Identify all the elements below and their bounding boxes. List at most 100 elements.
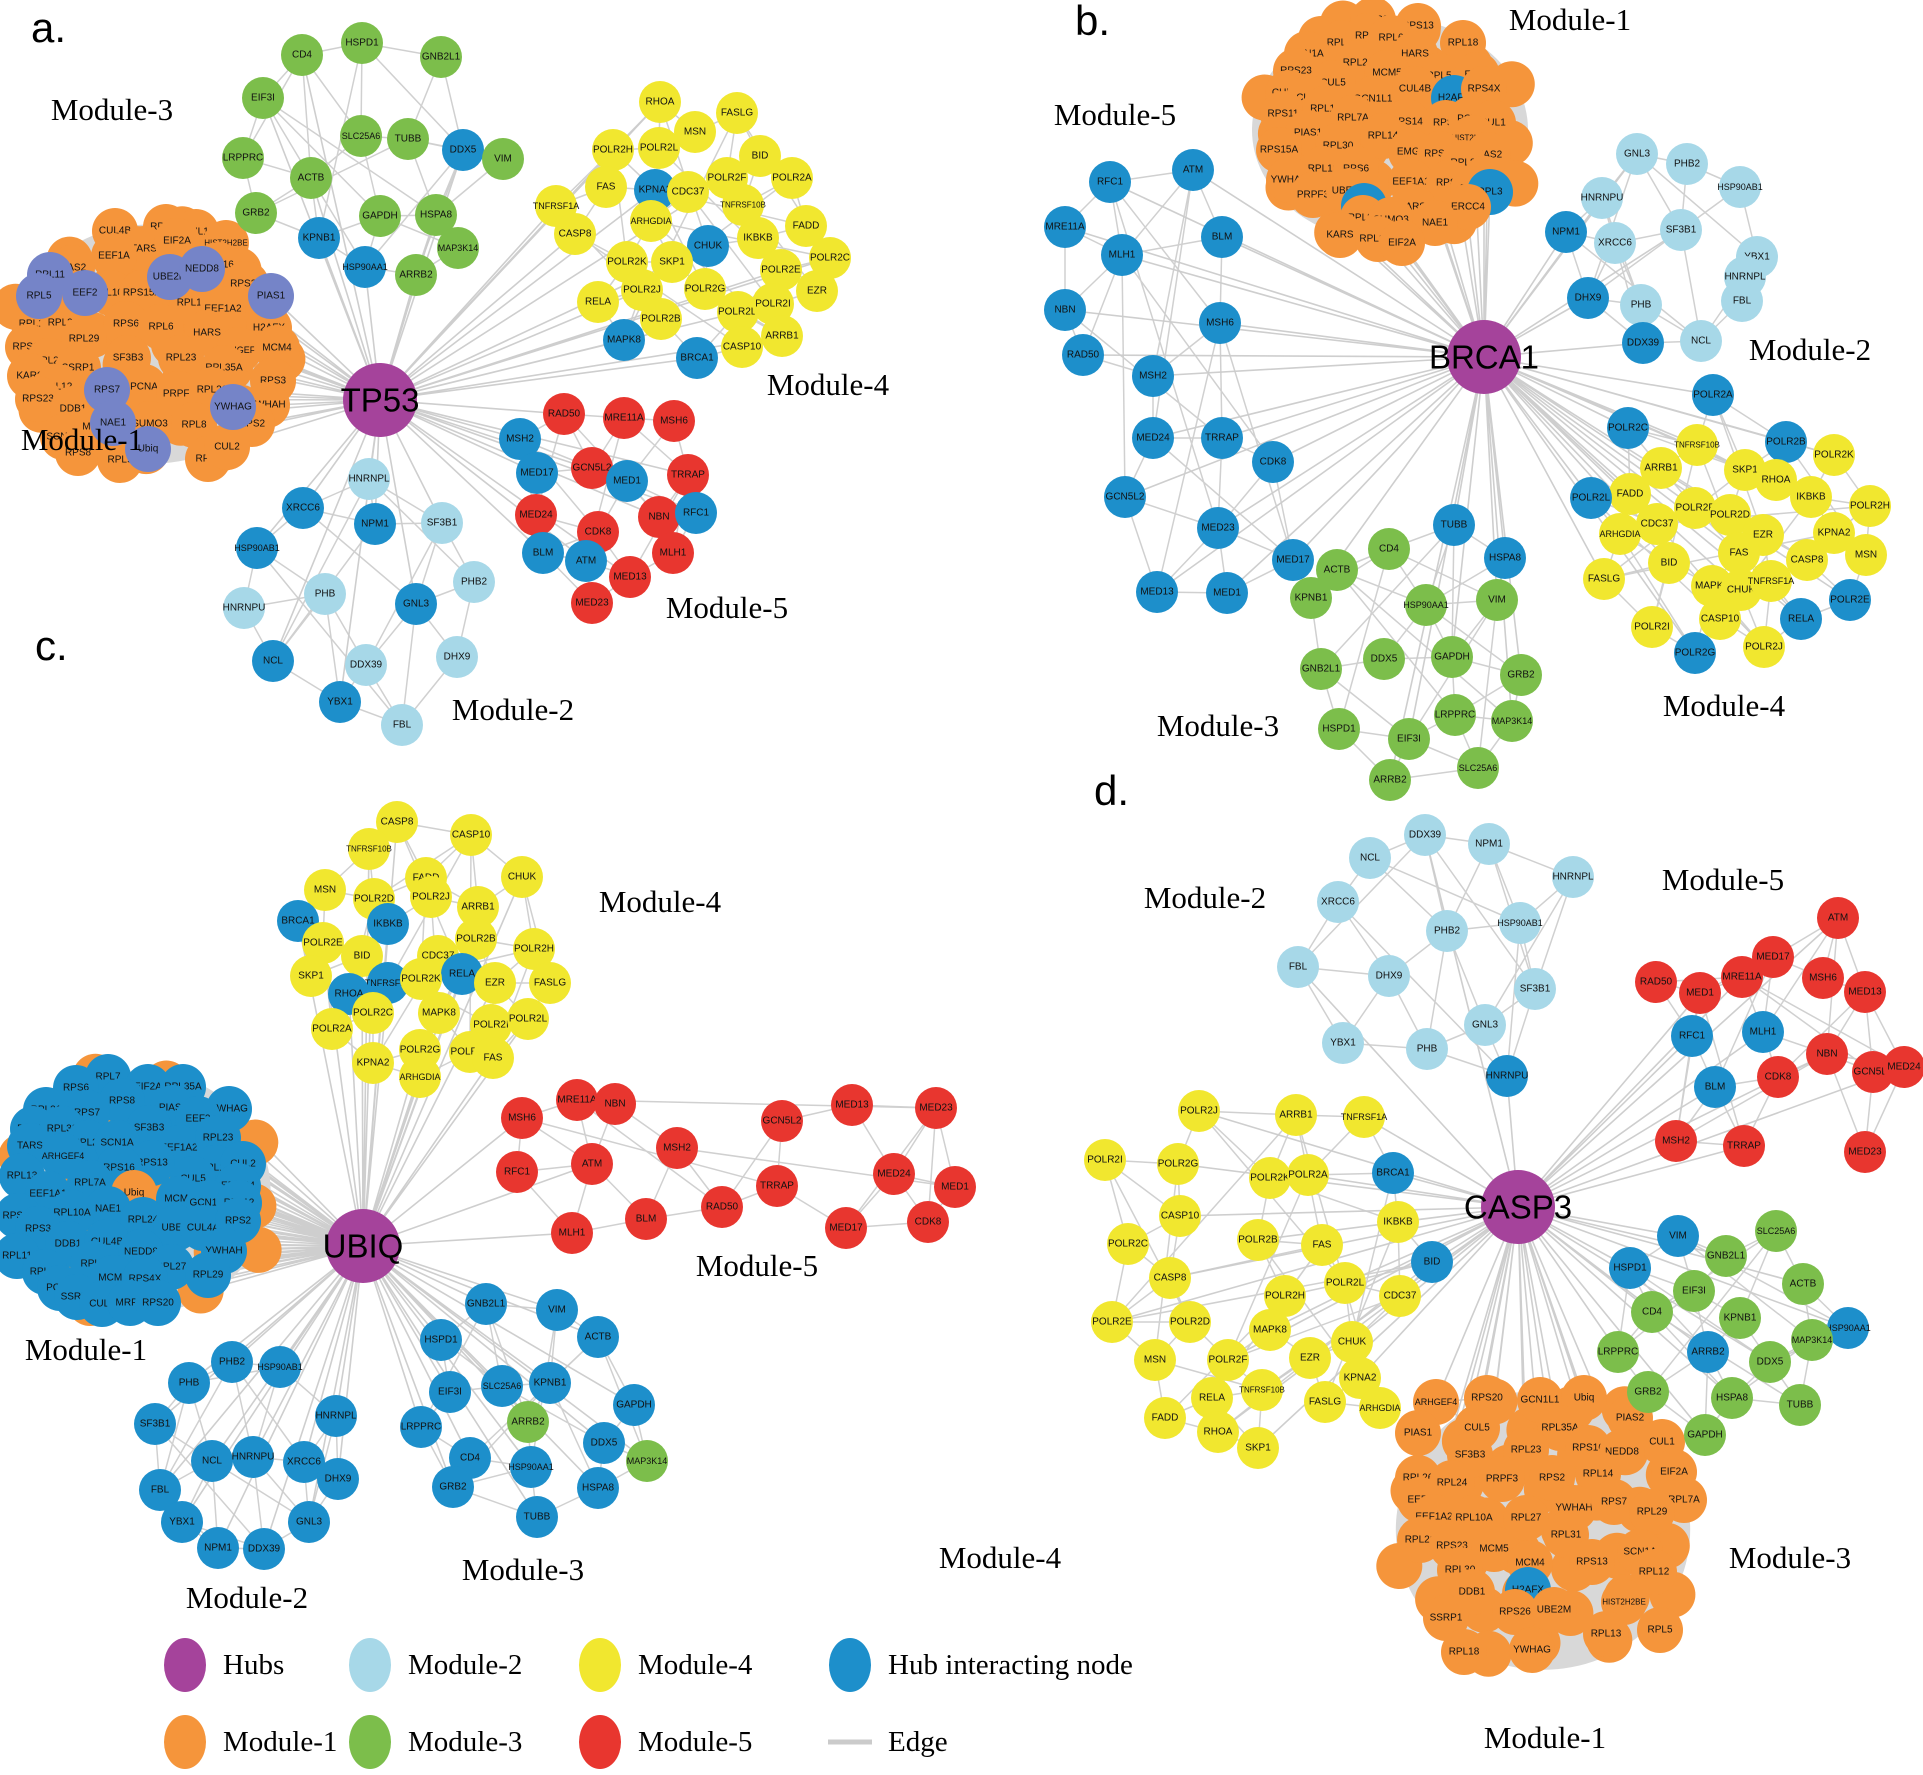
node-MAPK8[interactable]: MAPK8 [1249,1309,1291,1351]
node-circle-TNFRSF1A[interactable] [1343,1096,1385,1138]
node-POLR2G[interactable]: POLR2G [1674,632,1716,674]
node-FAS[interactable]: FAS [1301,1224,1343,1266]
node-POLR2F[interactable]: POLR2F [1674,487,1716,529]
node-circle-NAE1[interactable] [1412,200,1458,246]
node-ATM[interactable]: ATM [1817,897,1859,939]
hub-circle[interactable] [1481,1170,1555,1244]
node-circle-RFC1[interactable] [675,492,717,534]
node-circle-UBE2M[interactable] [1531,1587,1577,1633]
node-circle-LRPPRC[interactable] [400,1406,442,1448]
node-circle-CDK8[interactable] [1252,441,1294,483]
node-circle-MSN[interactable] [1134,1339,1176,1381]
node-KPNB1[interactable]: KPNB1 [1719,1297,1761,1339]
node-circle-POLR2A[interactable] [1692,374,1734,416]
node-circle-RFC1[interactable] [1671,1015,1713,1057]
node-circle-GCN5L2[interactable] [1104,476,1146,518]
node-circle-GCN5L2[interactable] [571,447,613,489]
node-circle-RAD50[interactable] [1635,961,1677,1003]
node-circle-BID[interactable] [1648,542,1690,584]
node-circle-FADD[interactable] [1609,473,1651,515]
node-GNB2L1[interactable]: GNB2L1 [420,36,462,78]
node-EIF3I[interactable]: EIF3I [1388,718,1430,760]
node-POLR2D[interactable]: POLR2D [1169,1301,1211,1343]
node-circle-POLR2F[interactable] [1207,1339,1249,1381]
node-ACTB[interactable]: ACTB [1782,1263,1824,1305]
node-HSPA8[interactable]: HSPA8 [577,1467,619,1509]
node-CDK8[interactable]: CDK8 [1252,441,1294,483]
node-circle-MSH6[interactable] [1199,302,1241,344]
node-circle-POLR2C[interactable] [1607,407,1649,449]
hub-circle[interactable] [343,363,417,437]
node-POLR2H[interactable]: POLR2H [1849,485,1891,527]
node-IKBKB[interactable]: IKBKB [1377,1201,1419,1243]
node-circle-MAPK8[interactable] [418,992,460,1034]
node-circle-RPS13[interactable] [1569,1539,1615,1585]
node-MSH6[interactable]: MSH6 [653,400,695,442]
node-circle-POLR2L[interactable] [1570,477,1612,519]
node-MAP3K14[interactable]: MAP3K14 [1491,700,1533,742]
node-circle-CASP8[interactable] [554,213,596,255]
node-circle-RAD50[interactable] [701,1186,743,1228]
node-EIF2A[interactable]: EIF2A [1379,220,1425,266]
node-circle-DDX39[interactable] [1622,322,1664,364]
node-MED17[interactable]: MED17 [1272,539,1314,581]
node-circle-HSPD1[interactable] [1609,1247,1651,1289]
node-circle-ATM[interactable] [571,1143,613,1185]
node-circle-PHB[interactable] [1406,1028,1448,1070]
node-circle-MAPK8[interactable] [603,319,645,361]
node-circle-NBN[interactable] [1806,1033,1848,1075]
node-POLR2F[interactable]: POLR2F [1207,1339,1249,1381]
node-YWHAG[interactable]: YWHAG [210,384,256,430]
node-circle-EZR[interactable] [474,962,516,1004]
node-POLR2L[interactable]: POLR2L [507,998,549,1040]
node-CD4[interactable]: CD4 [1631,1291,1673,1333]
node-HSPA8[interactable]: HSPA8 [1484,537,1526,579]
node-POLR2H[interactable]: POLR2H [592,129,634,171]
node-circle-RPS26[interactable] [1492,1589,1538,1635]
node-VIM[interactable]: VIM [536,1289,578,1331]
node-circle-MED17[interactable] [1272,539,1314,581]
node-circle-FADD[interactable] [1144,1397,1186,1439]
node-circle-HSPA8[interactable] [1484,537,1526,579]
node-circle-HSPA8[interactable] [415,194,457,236]
node-SLC25A6[interactable]: SLC25A6 [1457,747,1499,789]
node-KPNB1[interactable]: KPNB1 [529,1362,571,1404]
node-BID[interactable]: BID [1648,542,1690,584]
node-circle-MSH2[interactable] [1655,1120,1697,1162]
node-circle-MED23[interactable] [915,1087,957,1129]
node-POLR2C[interactable]: POLR2C [1107,1223,1149,1265]
node-POLR2L[interactable]: POLR2L [1324,1262,1366,1304]
node-circle-TRRAP[interactable] [1723,1125,1765,1167]
node-ARHGDIA[interactable]: ARHGDIA [1359,1387,1401,1429]
node-MSN[interactable]: MSN [1134,1339,1176,1381]
node-EZR[interactable]: EZR [796,270,838,312]
node-RFC1[interactable]: RFC1 [1089,161,1131,203]
node-EEF2[interactable]: EEF2 [62,270,108,316]
node-SLC25A6[interactable]: SLC25A6 [1755,1210,1797,1252]
node-MED23[interactable]: MED23 [1197,507,1239,549]
node-circle-HNRNPL[interactable] [348,458,390,500]
node-ARRB2[interactable]: ARRB2 [395,254,437,296]
node-circle-MED13[interactable] [831,1084,873,1126]
node-circle-HNRNPU[interactable] [1581,177,1623,219]
node-circle-YBX1[interactable] [161,1501,203,1543]
node-circle-NBN[interactable] [638,496,680,538]
node-circle-GAPDH[interactable] [359,195,401,237]
node-IKBKB[interactable]: IKBKB [1790,476,1832,518]
node-circle-NCL[interactable] [1680,320,1722,362]
node-RAD50[interactable]: RAD50 [1635,961,1677,1003]
node-circle-RELA[interactable] [441,953,483,995]
node-POLR2A[interactable]: POLR2A [771,157,813,199]
node-circle-FADD[interactable] [785,205,827,247]
node-circle-EZR[interactable] [1289,1337,1331,1379]
node-HSPD1[interactable]: HSPD1 [1318,708,1360,750]
node-FBL[interactable]: FBL [1277,946,1319,988]
node-MED1[interactable]: MED1 [1206,572,1248,614]
node-circle-YBX1[interactable] [1322,1022,1364,1064]
node-HNRNPL[interactable]: HNRNPL [348,458,390,500]
node-RAD50[interactable]: RAD50 [1062,334,1104,376]
node-MAPK8[interactable]: MAPK8 [603,319,645,361]
node-HSPD1[interactable]: HSPD1 [420,1319,462,1361]
node-GNB2L1[interactable]: GNB2L1 [1705,1235,1747,1277]
node-CASP10[interactable]: CASP10 [721,326,763,368]
